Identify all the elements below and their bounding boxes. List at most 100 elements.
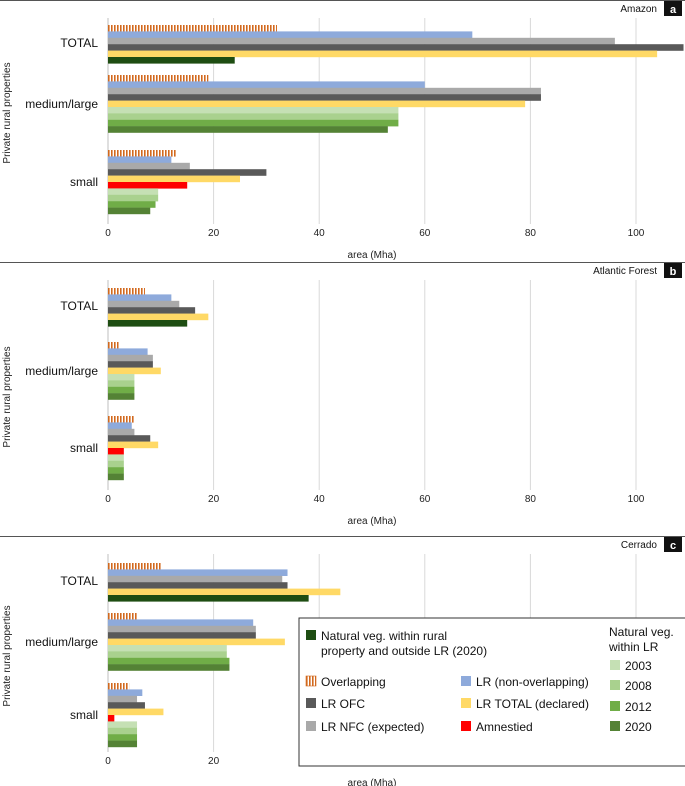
bar-v2012 [108,386,135,394]
bar-natveg_outside [108,595,309,602]
legend-item-v2003: 2003 [610,659,652,673]
legend-label: Amnestied [476,720,533,734]
legend-label: property and outside LR (2020) [321,644,487,658]
x-tick-label: 60 [419,494,431,505]
bar-v2012 [108,201,156,208]
x-tick-label: 0 [105,756,111,767]
legend-label: LR NFC (expected) [321,720,424,734]
bar-overlap [108,25,277,32]
x-axis-label: area (Mha) [348,516,397,527]
legend-swatch [306,630,316,640]
bar-v2012 [108,657,230,665]
panel-letter: c [670,540,676,552]
legend-swatch [306,721,316,731]
region-label: Atlantic Forest [593,266,657,277]
x-tick-label: 20 [208,494,220,505]
region-label: Amazon [620,4,657,15]
bar-v2008 [108,113,399,120]
bar-lr_nfc [108,575,283,583]
category-label: small [70,708,98,722]
bar-lr_nonov [108,569,288,576]
region-label: Cerrado [621,540,658,551]
bar-lr_ofc [108,435,151,442]
legend-box [298,617,685,767]
bar-v2020 [108,473,124,481]
bar-v2008 [108,651,227,658]
bar-v2012 [108,119,399,127]
bar-lr_total [108,100,526,108]
x-tick-label: 80 [525,228,537,239]
bar-lr_nfc [108,428,135,436]
bar-overlap [108,342,119,349]
category-label: TOTAL [60,574,98,588]
legend-label: 2003 [625,659,652,673]
bar-group: small [70,416,159,481]
bar-v2012 [108,467,124,474]
bar-lr_nonov [108,294,172,301]
bar-lr_total [108,313,209,321]
bar-lr_nfc [108,625,256,633]
bar-v2008 [108,460,124,468]
bar-lr_total [108,588,341,596]
y-axis-label: Private rural properties [2,605,13,706]
legend-item-overlap: Overlapping [305,675,386,689]
bar-lr_nonov [108,422,132,429]
bar-lr_nonov [108,156,172,163]
bar-group: medium/large [25,342,161,400]
bar-lr_nfc [108,37,615,45]
bar-overlap [108,288,145,295]
bar-v2003 [108,374,135,381]
bar-lr_nonov [108,81,425,88]
bar-amnestied [108,182,188,189]
bar-lr_total [108,708,164,716]
bar-group: small [70,683,164,748]
legend-swatch [461,721,471,731]
bar-lr_nfc [108,162,190,170]
bar-lr_ofc [108,632,256,639]
legend-item-v2020: 2020 [610,720,652,734]
bar-lr_ofc [108,169,267,176]
category-label: small [70,441,98,455]
legend-swatch [305,675,317,687]
bar-lr_nfc [108,695,138,703]
bar-group: TOTAL [60,25,684,64]
bar-lr_nonov [108,689,143,696]
bar-lr_total [108,638,285,646]
bar-lr_nonov [108,619,254,626]
bar-amnestied [108,448,124,455]
bar-lr_ofc [108,702,145,709]
y-axis-label: Private rural properties [2,62,13,163]
legend-swatch [610,721,620,731]
bar-overlap [108,75,209,82]
panel-b: 0 20 40 60 80 100 area (Mha) Private rural prop… [0,262,685,527]
legend-label: 2012 [625,700,652,714]
x-axis-label: area (Mha) [348,250,397,261]
bar-lr_ofc [108,307,196,314]
bar-lr_ofc [108,582,288,589]
bar-v2003 [108,645,227,652]
legend-label: 2020 [625,720,652,734]
bar-lr_total [108,175,240,183]
legend-label: 2008 [625,679,652,693]
category-label: medium/large [25,364,98,378]
bar-v2020 [108,664,230,671]
category-label: small [70,175,98,189]
panel-letter-box [664,1,682,16]
panel-letter: b [670,266,677,278]
legend-label: LR OFC [321,697,365,711]
bar-lr_nfc [108,354,153,362]
panel-letter-box [664,263,682,278]
x-tick-label: 20 [208,756,220,767]
bar-v2003 [108,188,159,195]
bar-overlap [108,150,177,157]
bar-v2008 [108,727,138,735]
x-tick-label: 100 [628,228,645,239]
legend-veg-title: within LR [608,640,659,654]
bar-natveg_outside [108,57,235,64]
bar-v2020 [108,207,151,215]
legend-label: Natural veg. within rural [321,629,447,643]
bar-v2008 [108,194,159,202]
legend-swatch [610,660,620,670]
